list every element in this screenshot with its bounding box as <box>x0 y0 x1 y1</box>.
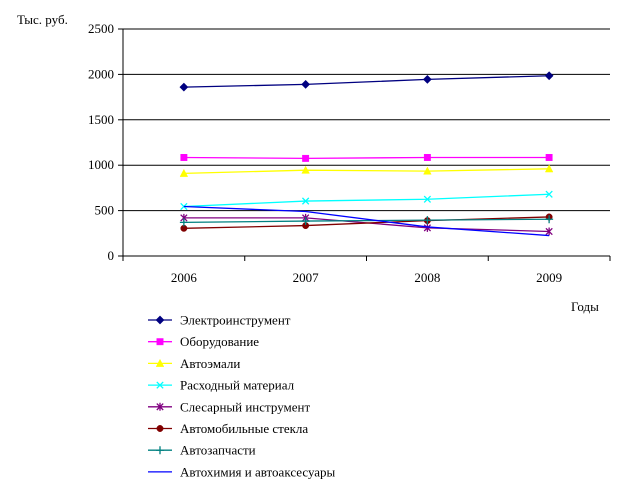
series-1-point-2009 <box>544 71 554 81</box>
x-axis-title: Годы <box>571 299 599 314</box>
series-2-point-2008 <box>423 154 431 161</box>
series-group <box>179 71 554 237</box>
series-6-line <box>183 216 550 229</box>
legend-item-5: Слесарный инструмент <box>148 399 310 414</box>
y-tick-label-2000: 2000 <box>88 66 114 81</box>
legend-swatch-marker-5 <box>156 402 164 411</box>
y-axis-title: Тыс. руб. <box>17 12 68 27</box>
series-7 <box>179 215 554 227</box>
x-axis-ticks: 2006 2007 2008 2009 <box>122 256 611 285</box>
series-3-line <box>183 168 550 175</box>
legend-item-4: Расходный материал <box>148 378 295 393</box>
series-3 <box>179 164 554 177</box>
series-5-point-2008 <box>423 223 432 232</box>
series-1-point-2008 <box>423 75 432 84</box>
series-8 <box>183 205 550 237</box>
series-4-line <box>183 193 550 208</box>
x-tick-label-2008: 2008 <box>414 270 440 285</box>
legend-swatch-marker-4 <box>156 381 164 389</box>
series-7-point-2008 <box>423 216 432 225</box>
legend-item-1: Электроинструмент <box>148 313 291 328</box>
y-tick-label-500: 500 <box>95 203 115 218</box>
series-2-point-2009 <box>545 154 553 161</box>
grid <box>123 28 610 212</box>
legend: Электроинструмент Оборудование Автоэмали Ра… <box>148 313 336 479</box>
x-tick-label-2009: 2009 <box>536 270 562 285</box>
series-7-line <box>183 218 550 224</box>
legend-item-8: Автохимия и автоаксесуары <box>148 464 336 479</box>
series-1 <box>179 71 554 92</box>
series-5-point-2009 <box>545 227 553 236</box>
series-8-line <box>183 205 550 237</box>
legend-item-6: Автомобильные стекла <box>148 421 308 436</box>
series-2-point-2007 <box>302 154 310 162</box>
series-4-point-2007 <box>301 197 310 205</box>
y-axis-ticks: 0 500 1000 1500 2000 2500 <box>88 21 123 263</box>
legend-label-7: Автозапчасти <box>180 443 256 458</box>
legend-swatch-marker-2 <box>156 338 164 346</box>
series-4 <box>180 190 553 211</box>
series-3-point-2006 <box>179 168 189 177</box>
series-1-point-2006 <box>179 82 189 92</box>
series-7-point-2009 <box>545 215 554 224</box>
legend-label-4: Расходный материал <box>180 378 295 393</box>
legend-item-3: Автоэмали <box>148 356 240 371</box>
legend-swatch-marker-3 <box>155 358 165 367</box>
y-tick-label-0: 0 <box>108 248 115 263</box>
series-1-line <box>183 75 550 88</box>
legend-item-2: Оборудование <box>148 334 259 349</box>
series-4-point-2009 <box>545 190 553 198</box>
series-7-point-2007 <box>301 217 310 226</box>
legend-label-8: Автохимия и автоаксесуары <box>180 464 336 479</box>
legend-label-1: Электроинструмент <box>180 313 291 328</box>
series-3-point-2008 <box>423 166 432 175</box>
y-tick-label-1000: 1000 <box>88 157 114 172</box>
legend-label-2: Оборудование <box>180 334 259 349</box>
series-3-point-2009 <box>544 164 554 173</box>
legend-label-5: Слесарный инструмент <box>180 399 310 414</box>
series-6 <box>180 213 553 232</box>
legend-swatch-marker-1 <box>155 315 165 325</box>
series-3-point-2007 <box>301 165 310 174</box>
series-2-line <box>183 156 550 160</box>
x-tick-label-2006: 2006 <box>171 270 198 285</box>
legend-label-6: Автомобильные стекла <box>180 421 308 436</box>
series-7-point-2006 <box>179 218 188 227</box>
legend-item-7: Автозапчасти <box>148 443 256 458</box>
legend-swatch-marker-6 <box>156 425 164 432</box>
legend-label-3: Автоэмали <box>180 356 240 371</box>
series-4-point-2008 <box>423 195 432 203</box>
x-tick-label-2007: 2007 <box>293 270 320 285</box>
series-2 <box>180 154 553 162</box>
series-2-point-2006 <box>180 154 188 161</box>
legend-swatch-marker-7 <box>156 446 164 455</box>
y-tick-label-1500: 1500 <box>88 112 114 127</box>
y-tick-label-2500: 2500 <box>88 21 114 36</box>
series-1-point-2007 <box>301 80 310 89</box>
